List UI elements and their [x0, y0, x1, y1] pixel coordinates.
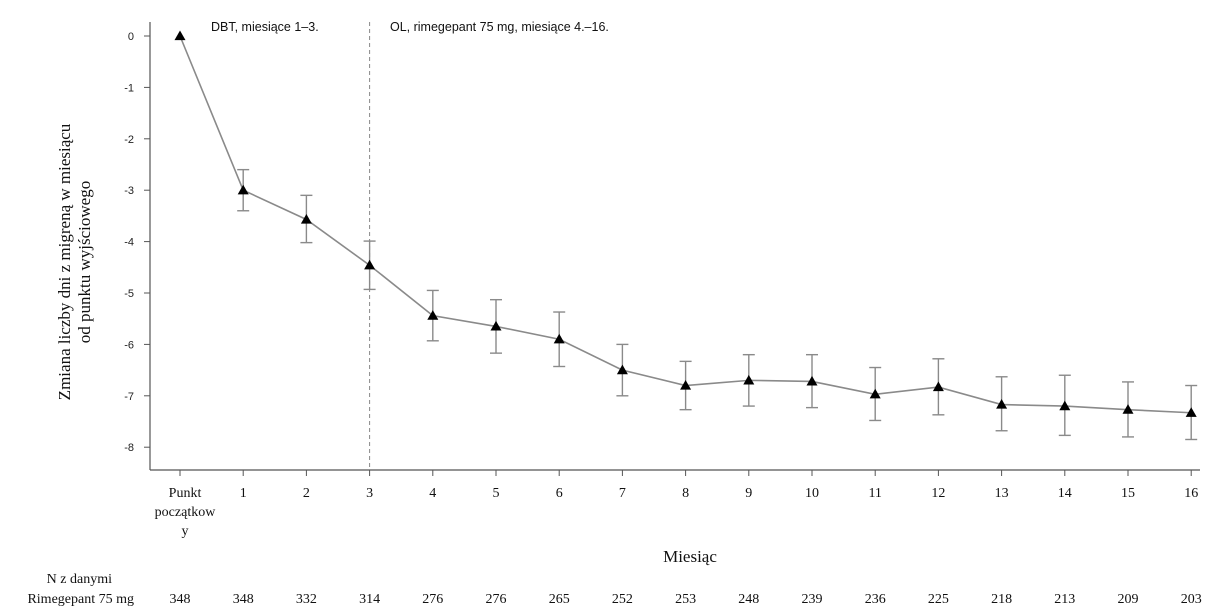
- n-count: 225: [928, 592, 949, 607]
- x-tick-label: 9: [745, 486, 752, 501]
- x-tick-label: 13: [995, 486, 1009, 501]
- n-count: 213: [1054, 592, 1075, 607]
- n-count: 332: [296, 592, 317, 607]
- data-point: [806, 375, 818, 386]
- series-rimegepant: [174, 30, 1198, 441]
- x-tick-label: 3: [366, 486, 373, 501]
- n-count: 203: [1181, 592, 1202, 607]
- n-count: 209: [1118, 592, 1139, 607]
- y-tick-label: -1: [124, 82, 134, 94]
- x-tick-label-baseline: y: [182, 524, 189, 539]
- n-count: 314: [359, 592, 380, 607]
- data-point: [1122, 404, 1134, 414]
- x-tick-label: 16: [1184, 486, 1198, 501]
- n-count: 265: [549, 592, 570, 607]
- n-count: 218: [991, 592, 1012, 607]
- x-tick-label: 7: [619, 486, 626, 501]
- y-ticks: 0 -1 -2 -3 -4 -5 -6 -7 -8: [124, 31, 150, 454]
- n-count: 276: [422, 592, 443, 607]
- y-tick-label: -4: [124, 237, 134, 249]
- data-point: [553, 333, 565, 344]
- n-count: 239: [802, 592, 823, 607]
- n-count: 348: [233, 592, 254, 607]
- x-tick-label-baseline: początkow: [155, 505, 217, 520]
- x-tick-label: 15: [1121, 486, 1135, 501]
- data-point: [680, 380, 692, 390]
- x-tick-label: 14: [1058, 486, 1072, 501]
- x-tick-label: 6: [556, 486, 563, 501]
- y-tick-label: -6: [124, 339, 134, 351]
- data-point: [932, 381, 944, 392]
- x-tick-label: 10: [805, 486, 819, 501]
- n-table-header: N z danymi: [47, 572, 112, 587]
- y-tick-label: 0: [128, 31, 134, 43]
- y-tick-label: -5: [124, 288, 134, 300]
- y-tick-label: -8: [124, 442, 134, 454]
- y-axis-label-line-1: Zmiana liczby dni z migreną w miesiącu: [55, 123, 74, 400]
- data-point: [237, 184, 249, 195]
- n-table-values: 348 348 332 314 276 276 265 252 253 248 239 236 225 2…: [170, 592, 1202, 607]
- annotation-ol: OL, rimegepant 75 mg, miesiące 4.–16.: [390, 20, 609, 34]
- annotation-dbt: DBT, miesiące 1–3.: [211, 20, 319, 34]
- data-point: [427, 310, 439, 320]
- x-tick-label: 8: [682, 486, 689, 501]
- data-point: [1059, 400, 1071, 411]
- data-point: [869, 388, 881, 399]
- data-point: [490, 320, 502, 331]
- data-point: [364, 259, 376, 270]
- y-axis-label-line-2: od punktu wyjściowego: [75, 181, 94, 343]
- data-point: [996, 399, 1008, 409]
- x-tick-label-baseline: Punkt: [169, 486, 202, 501]
- data-point: [1185, 407, 1197, 417]
- data-point: [616, 364, 628, 375]
- x-tick-label: 5: [493, 486, 500, 501]
- n-table-row-label: Rimegepant 75 mg: [27, 592, 134, 607]
- n-count: 236: [865, 592, 886, 607]
- data-point: [300, 213, 312, 224]
- x-tick-label: 2: [303, 486, 310, 501]
- y-tick-label: -2: [124, 134, 134, 146]
- series-line: [179, 35, 1192, 414]
- x-tick-label: 11: [868, 486, 881, 501]
- n-count: 276: [486, 592, 507, 607]
- n-count: 248: [738, 592, 759, 607]
- n-count: 252: [612, 592, 633, 607]
- data-point: [743, 374, 755, 385]
- x-tick-label: 4: [429, 486, 436, 501]
- y-tick-label: -3: [124, 185, 134, 197]
- n-count: 348: [170, 592, 191, 607]
- n-count: 253: [675, 592, 696, 607]
- data-point: [174, 30, 186, 41]
- x-tick-label: 1: [240, 486, 247, 501]
- x-axis-label: Miesiąc: [663, 547, 717, 566]
- y-tick-label: -7: [124, 391, 134, 403]
- x-tick-label: 12: [931, 486, 945, 501]
